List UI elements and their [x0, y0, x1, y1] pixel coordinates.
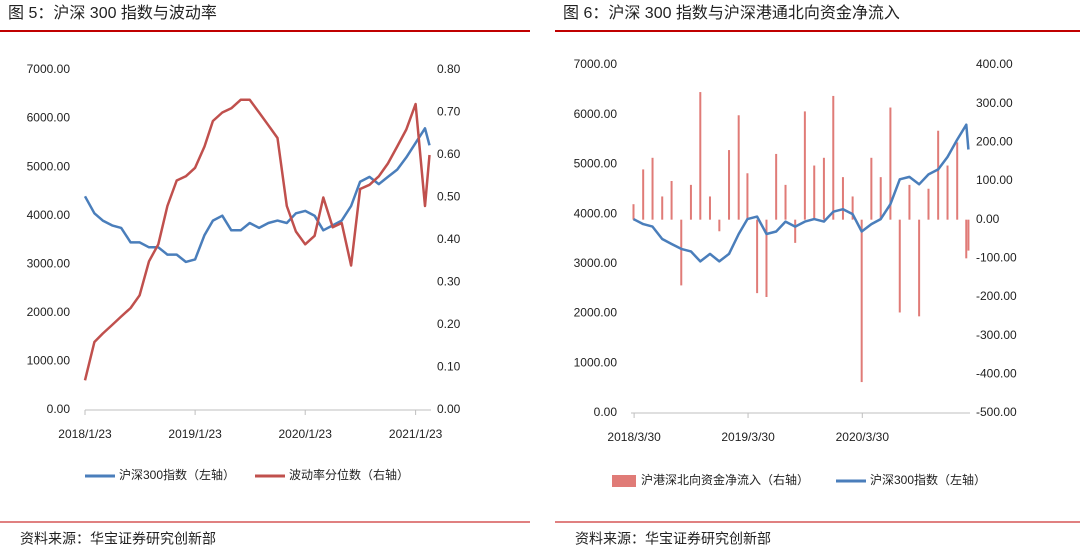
- y-tick-label: 0.00: [47, 402, 71, 416]
- line-series: [83, 98, 431, 381]
- line-series: [83, 127, 431, 264]
- bar: [813, 165, 816, 220]
- bar: [708, 196, 711, 220]
- line-series: [632, 123, 970, 263]
- bar: [879, 177, 882, 220]
- y2-tick-label: 0.30: [437, 275, 461, 289]
- y-tick-label: 3000.00: [574, 256, 618, 270]
- bar: [908, 184, 911, 220]
- y2-tick-label: -500.00: [976, 405, 1017, 419]
- bar: [918, 219, 921, 317]
- bar: [898, 219, 901, 313]
- bar: [889, 107, 892, 220]
- y2-tick-label: 0.10: [437, 360, 461, 374]
- bar: [870, 157, 873, 220]
- source-note: 资料来源：华宝证券研究创新部: [575, 531, 771, 547]
- source-note: 资料来源：华宝证券研究创新部: [20, 531, 216, 547]
- y-tick-label: 2000.00: [27, 305, 71, 319]
- bar: [651, 157, 654, 220]
- bar: [746, 173, 749, 220]
- bar: [851, 196, 854, 220]
- bar: [661, 196, 664, 220]
- bar: [632, 204, 635, 220]
- x-tick-label: 2019/3/30: [721, 430, 775, 444]
- legend-swatch: [612, 475, 636, 487]
- bar: [927, 188, 930, 220]
- bar: [965, 219, 968, 259]
- bar: [765, 219, 768, 297]
- y-tick-label: 1000.00: [574, 355, 618, 369]
- y-tick-label: 2000.00: [574, 306, 618, 320]
- y-tick-label: 5000.00: [574, 157, 618, 171]
- x-tick-label: 2018/1/23: [58, 427, 112, 441]
- y2-tick-label: 0.70: [437, 105, 461, 119]
- legend-label: 波动率分位数（右轴）: [289, 467, 409, 482]
- legend-label: 沪深300指数（左轴）: [119, 467, 235, 482]
- y2-tick-label: 200.00: [976, 135, 1013, 149]
- y2-tick-label: -400.00: [976, 367, 1017, 381]
- y-tick-label: 6000.00: [574, 107, 618, 121]
- y-tick-label: 4000.00: [574, 206, 618, 220]
- x-tick-label: 2020/3/30: [836, 430, 890, 444]
- y2-tick-label: 0.80: [437, 62, 461, 76]
- bar: [937, 130, 940, 220]
- bar: [775, 153, 778, 220]
- bar: [967, 219, 970, 251]
- chart-title: 图 6：沪深 300 指数与沪深港通北向资金净流入: [563, 4, 900, 22]
- bar: [841, 177, 844, 220]
- y2-tick-label: 300.00: [976, 96, 1013, 110]
- x-tick-label: 2020/1/23: [279, 427, 333, 441]
- y2-tick-label: 0.20: [437, 317, 461, 331]
- bar: [680, 219, 683, 286]
- bar: [794, 219, 797, 243]
- y-tick-label: 4000.00: [27, 208, 71, 222]
- bar: [642, 169, 645, 220]
- bar: [689, 184, 692, 220]
- bar: [737, 115, 740, 220]
- y-tick-label: 5000.00: [27, 159, 71, 173]
- bar: [728, 150, 731, 220]
- legend-label: 沪港深北向资金净流入（右轴）: [641, 472, 809, 487]
- y-tick-label: 7000.00: [574, 57, 618, 71]
- bar: [946, 165, 949, 220]
- bar: [832, 95, 835, 220]
- bar: [860, 219, 863, 383]
- bar: [784, 184, 787, 220]
- y2-tick-label: 0.00: [976, 212, 1000, 226]
- y2-tick-label: 0.40: [437, 232, 461, 246]
- legend-label: 沪深300指数（左轴）: [870, 472, 986, 487]
- x-tick-label: 2019/1/23: [168, 427, 222, 441]
- chart-title: 图 5：沪深 300 指数与波动率: [8, 4, 217, 22]
- bar: [718, 219, 721, 232]
- y2-tick-label: 100.00: [976, 173, 1013, 187]
- bar: [803, 111, 806, 220]
- y2-tick-label: 0.60: [437, 147, 461, 161]
- y2-tick-label: -300.00: [976, 328, 1017, 342]
- bar: [756, 219, 759, 294]
- x-tick-label: 2021/1/23: [389, 427, 443, 441]
- bar: [699, 92, 702, 220]
- y-tick-label: 7000.00: [27, 62, 71, 76]
- y-tick-label: 6000.00: [27, 111, 71, 125]
- y2-tick-label: -200.00: [976, 289, 1017, 303]
- y-tick-label: 1000.00: [27, 354, 71, 368]
- y2-tick-label: -100.00: [976, 251, 1017, 265]
- x-tick-label: 2018/3/30: [607, 430, 661, 444]
- y2-tick-label: 400.00: [976, 57, 1013, 71]
- bar: [670, 181, 673, 220]
- bar: [822, 157, 825, 220]
- y-tick-label: 3000.00: [27, 256, 71, 270]
- y2-tick-label: 0.00: [437, 402, 461, 416]
- y-tick-label: 0.00: [594, 405, 618, 419]
- y2-tick-label: 0.50: [437, 190, 461, 204]
- bar: [956, 142, 959, 220]
